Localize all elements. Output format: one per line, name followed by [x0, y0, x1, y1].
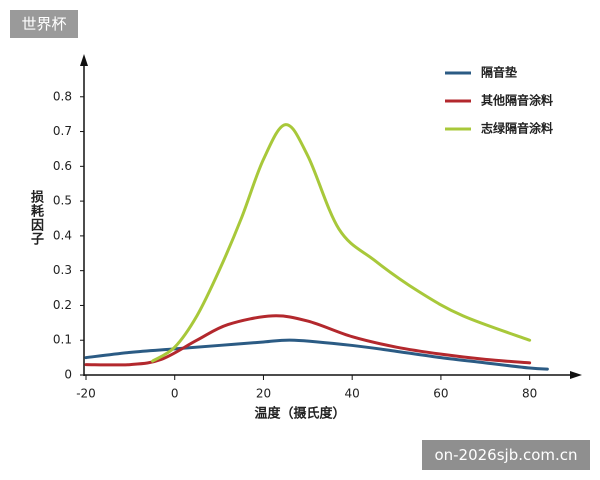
y-tick-label: 0.6: [53, 159, 72, 173]
x-tick-label: 0: [171, 387, 179, 401]
x-tick-label: 20: [256, 387, 271, 401]
x-tick-label: 40: [345, 387, 360, 401]
x-tick-label: -20: [76, 387, 96, 401]
legend-label: 志绿隔音涂料: [481, 121, 553, 136]
legend-label: 隔音垫: [481, 65, 517, 80]
y-tick-label: 0.4: [53, 228, 72, 242]
x-tick-label: 60: [433, 387, 448, 401]
y-tick-label: 0.8: [53, 89, 72, 103]
y-tick-label: 0.3: [53, 263, 72, 277]
legend-label: 其他隔音涂料: [481, 93, 553, 108]
y-tick-label: 0.1: [53, 333, 72, 347]
x-arrow: [570, 371, 582, 379]
y-tick-label: 0.2: [53, 298, 72, 312]
y-axis-label: 损耗因子: [28, 190, 43, 246]
x-tick-label: 80: [522, 387, 537, 401]
x-axis-label: 温度（摄氏度）: [254, 406, 345, 422]
y-tick-label: 0: [64, 368, 72, 382]
y-arrow: [80, 54, 88, 66]
y-tick-label: 0.7: [53, 124, 72, 138]
watermark: on-2026sjb.com.cn: [422, 440, 590, 470]
line-series: [151, 123, 532, 363]
watermark: 世界杯: [10, 10, 78, 38]
y-tick-label: 0.5: [53, 194, 72, 208]
line-series: [84, 314, 532, 367]
line-series: [84, 338, 549, 371]
